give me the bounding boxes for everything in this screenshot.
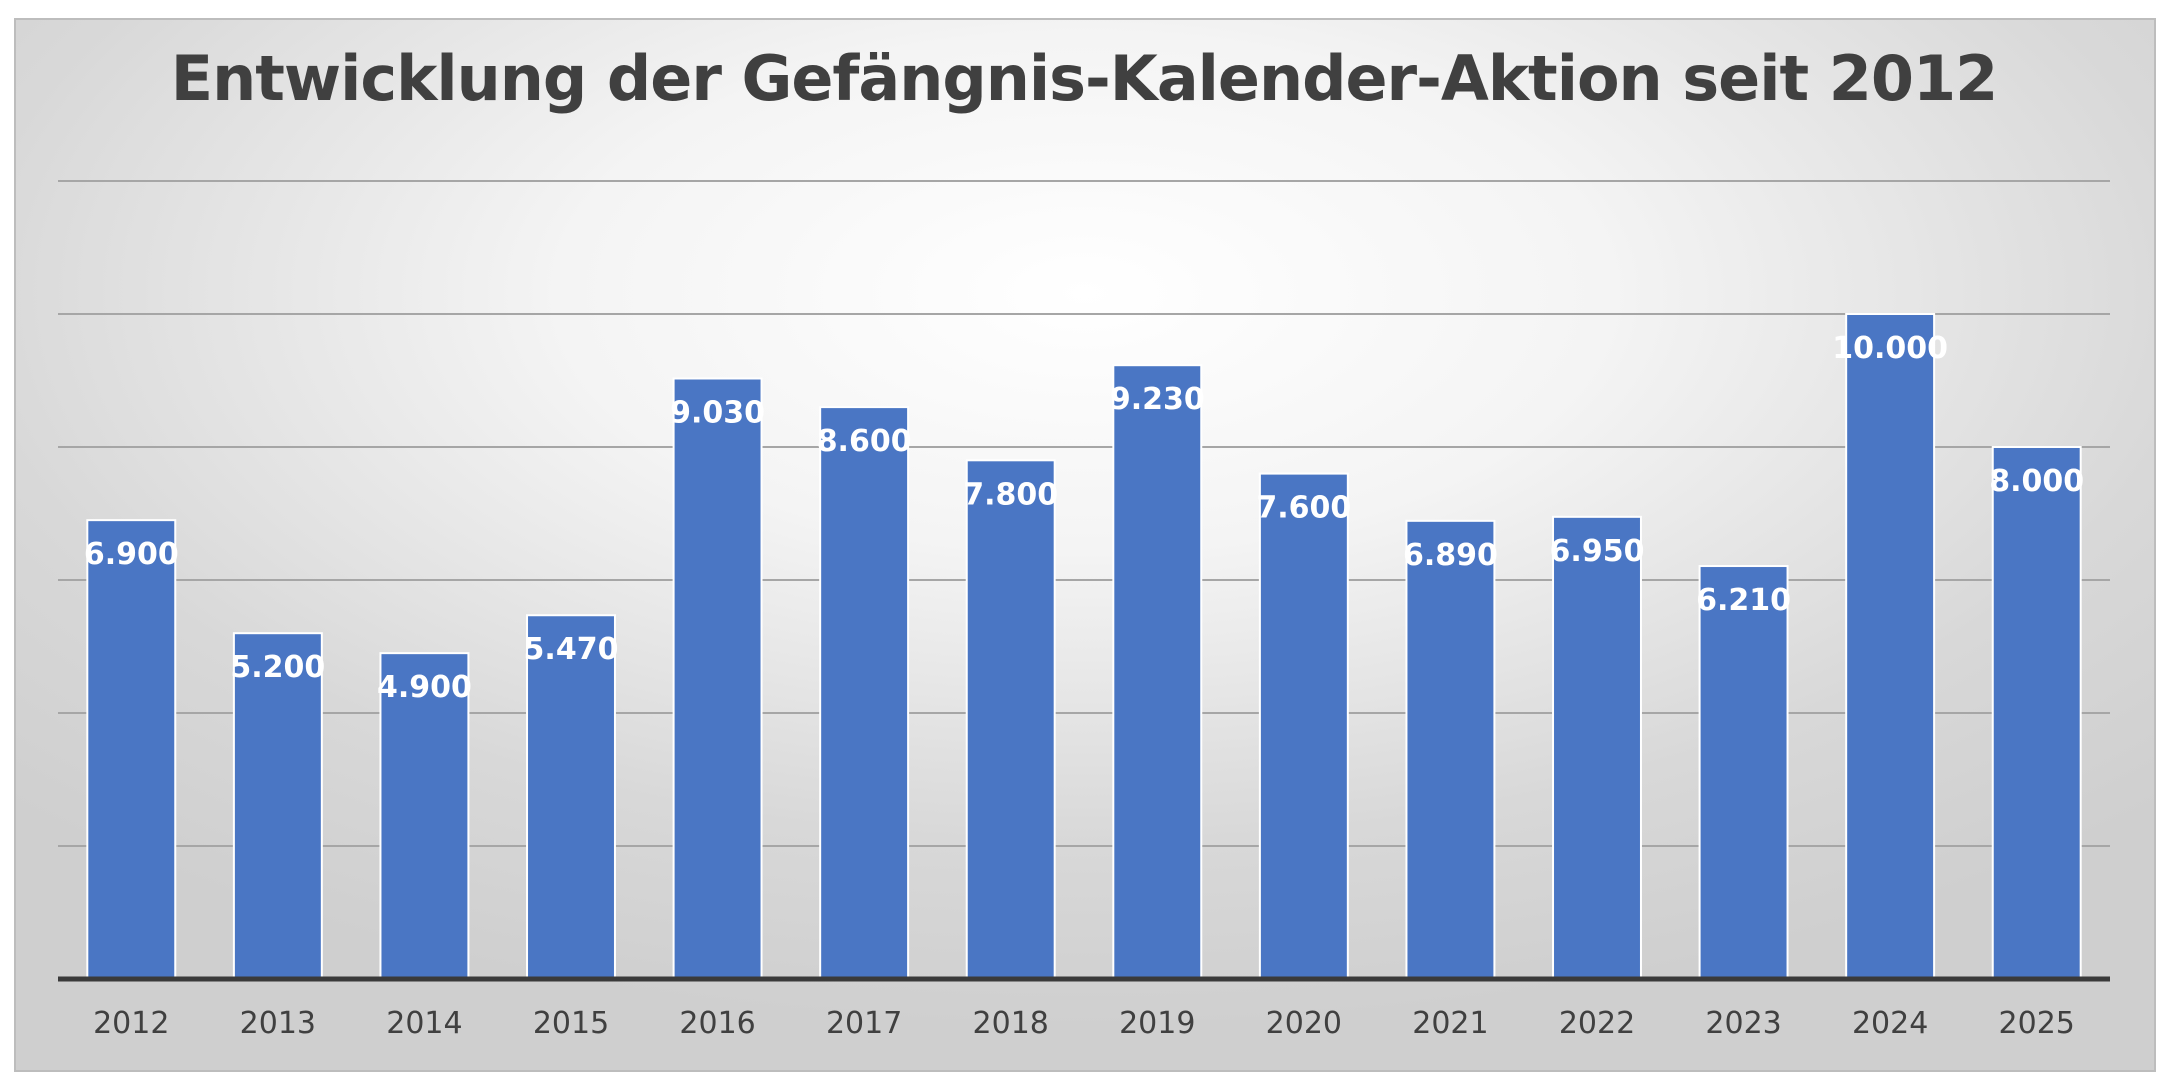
- x-tick-label-2016: 2016: [679, 1006, 755, 1041]
- bar-2017: [819, 406, 910, 981]
- x-tick-label-2018: 2018: [973, 1006, 1049, 1041]
- data-label-2022: 6.950: [1550, 534, 1645, 569]
- bar-2012: [86, 519, 177, 981]
- bar-2021: [1405, 519, 1496, 980]
- bar-2022: [1552, 515, 1642, 980]
- x-tick-label-2019: 2019: [1119, 1006, 1195, 1041]
- data-label-2021: 6.890: [1403, 538, 1498, 573]
- data-label-2017: 8.600: [817, 424, 912, 459]
- data-label-2014: 4.900: [377, 670, 472, 705]
- bar-2016: [672, 377, 763, 980]
- bar-2023: [1698, 565, 1789, 980]
- bar-2020: [1258, 472, 1349, 980]
- data-label-2013: 5.200: [230, 650, 325, 685]
- x-tick-label-2013: 2013: [240, 1006, 316, 1041]
- x-tick-label-2022: 2022: [1559, 1006, 1635, 1041]
- data-label-2019: 9.230: [1110, 382, 1205, 417]
- x-tick-label-2015: 2015: [533, 1006, 609, 1041]
- bar-2025: [1991, 446, 2082, 980]
- x-tick-label-2024: 2024: [1852, 1006, 1928, 1041]
- x-tick-label-2017: 2017: [826, 1006, 902, 1041]
- data-label-2020: 7.600: [1256, 491, 1351, 526]
- x-tick-label-2012: 2012: [93, 1006, 169, 1041]
- chart-title: Entwicklung der Gefängnis-Kalender-Aktio…: [170, 42, 1999, 115]
- x-tick-label-2023: 2023: [1705, 1006, 1781, 1041]
- bar-2018: [965, 459, 1056, 980]
- x-tick-label-2020: 2020: [1266, 1006, 1342, 1041]
- data-label-2016: 9.030: [670, 396, 765, 431]
- chart-area: [14, 18, 2156, 1072]
- data-label-2024: 10.000: [1832, 331, 1948, 366]
- data-label-2023: 6.210: [1696, 583, 1791, 618]
- x-tick-label-2014: 2014: [386, 1006, 462, 1041]
- data-label-2015: 5.470: [524, 632, 619, 667]
- bar-2019: [1112, 364, 1203, 980]
- x-tick-label-2021: 2021: [1412, 1006, 1488, 1041]
- bar-2015: [526, 614, 616, 980]
- data-label-2018: 7.800: [963, 477, 1058, 512]
- data-label-2012: 6.900: [84, 537, 179, 572]
- x-tick-label-2025: 2025: [1999, 1006, 2075, 1041]
- bar-2024: [1845, 313, 1936, 980]
- data-label-2025: 8.000: [1989, 464, 2084, 499]
